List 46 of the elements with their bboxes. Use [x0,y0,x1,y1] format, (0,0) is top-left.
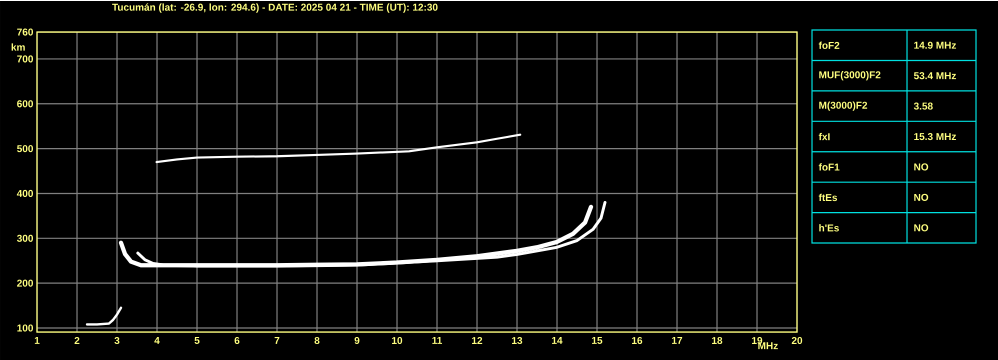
y-tick-label: 600 [17,100,33,108]
text: 53.4 MHz [914,72,956,80]
y-tick-label: 100 [17,324,33,332]
category-label: ftEs [818,194,838,202]
y-axis-title: km [12,43,25,51]
line-series [86,306,122,326]
text: NO [914,224,928,232]
text: 14.9 MHz [914,42,956,49]
x-tick-label: 20 [792,336,802,344]
y-tick-label: 700 [17,55,33,62]
y-tick-label: 400 [16,190,33,197]
x-tick-label: 9 [354,336,360,344]
x-tick-label: 6 [234,336,240,344]
text: 3.58 [914,102,933,110]
y-tick-label: 200 [17,280,33,287]
line-series [156,134,522,164]
x-tick-label: 8 [314,336,320,344]
x-tick-label: 15 [592,336,602,344]
category-label: foF2 [818,42,840,49]
x-tick-label: 2 [74,336,80,344]
x-tick-label: 5 [194,336,200,344]
x-tick-label: 11 [432,336,442,344]
x-tick-label: 14 [552,336,563,344]
x-axis-title: MHz [758,342,778,350]
x-tick-label: 12 [472,336,482,344]
category-label: M(3000)F2 [819,101,868,111]
text: NO [914,194,928,201]
x-tick-label: 3 [114,336,120,344]
x-tick-label: 10 [392,336,402,344]
y-tick-label: 760 [17,28,33,36]
category-label: fxI [818,132,830,140]
chart-title: Tucumán (lat: -26.9, lon: 294.6) - DATE: 2025 04 21 - TIME (UT): 12:30 [112,3,438,13]
category-label: MUF(3000)F2 [819,71,880,80]
x-tick-label: 16 [632,336,642,344]
x-tick-label: 4 [154,336,160,344]
x-tick-label: 18 [712,336,722,344]
category-label: foF1 [818,163,840,171]
x-tick-label: 7 [274,336,280,344]
y-tick-label: 300 [16,234,33,242]
y-tick-label: 500 [17,145,33,152]
text: NO [914,163,928,170]
x-tick-label: 13 [512,336,522,344]
category-label: h'Es [819,224,839,232]
x-tick-label: 1 [34,336,40,344]
x-tick-label: 17 [672,336,682,344]
text: 15.3 MHz [914,132,956,140]
